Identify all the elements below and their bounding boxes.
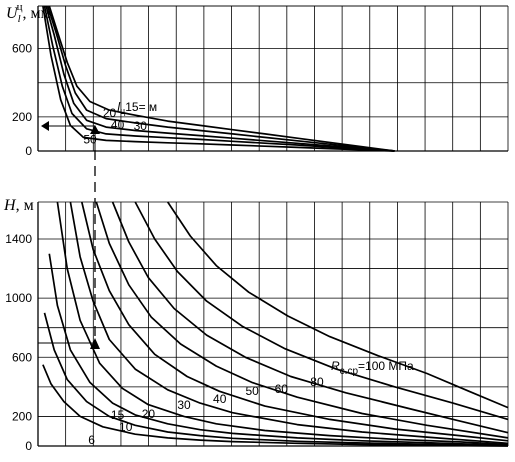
- y-tick-label: 200: [12, 110, 32, 124]
- series-line-100: [166, 201, 509, 409]
- y-axis-title-main: U: [6, 5, 19, 22]
- series-label-sub: ц: [120, 106, 125, 116]
- y-tick-label: 600: [12, 42, 32, 56]
- y-tick-label: 0: [25, 144, 32, 158]
- series-label-100: Rс.ср=100 МПа: [331, 359, 414, 377]
- series-line-80: [134, 201, 509, 421]
- series-line-60: [111, 201, 509, 434]
- series-line-20: [46, 5, 395, 152]
- series-label-main: l: [117, 100, 120, 114]
- y-axis-title: H, м: [3, 197, 34, 214]
- series-line-50: [42, 5, 395, 152]
- series-label-sub: с.ср: [340, 366, 359, 377]
- arrow-head: [41, 121, 49, 131]
- y-tick-label: 0: [25, 439, 32, 453]
- series-label-20: 20: [142, 407, 156, 421]
- series-line-15: [48, 253, 509, 447]
- series-label-40: 40: [213, 392, 227, 406]
- y-tick-label: 200: [12, 409, 32, 423]
- arrow-head: [90, 338, 100, 349]
- series-label-main: R: [331, 359, 340, 373]
- y-axis-title-main: H: [3, 197, 17, 214]
- y-tick-label: 1000: [5, 291, 32, 305]
- annotations: [38, 121, 100, 349]
- series-label-30: 30: [177, 398, 191, 412]
- series-label-60: 60: [275, 382, 289, 396]
- y-axis-title-unit: , м: [16, 197, 34, 214]
- y-tick-label: 600: [12, 350, 32, 364]
- y-axis-title-sup: ц: [17, 1, 23, 13]
- y-axis-title: Ulц, мм: [6, 1, 51, 25]
- y-axis-title-unit: , мм: [23, 5, 51, 22]
- series-label-20: 20: [103, 106, 117, 120]
- series-label-15: 15: [111, 408, 125, 422]
- series-label-30: 30: [134, 119, 148, 133]
- series-label-rest: 15= м: [125, 100, 157, 114]
- series-line-40: [43, 5, 395, 152]
- series-line-40: [80, 201, 509, 442]
- series-line-10: [43, 312, 509, 447]
- series-label-50: 50: [245, 384, 259, 398]
- y-tick-label: 1400: [5, 232, 32, 246]
- series-label-40: 40: [111, 118, 125, 132]
- arrow-head: [90, 125, 100, 134]
- y-axis-title-sub: l: [18, 13, 21, 25]
- series-label-rest: =100 МПа: [358, 359, 414, 373]
- series-line-6: [42, 364, 509, 447]
- series-label-50: 50: [83, 132, 97, 146]
- series-label-15: lц15= м: [117, 100, 157, 116]
- series-line-20: [56, 201, 509, 446]
- series-label-6: 6: [88, 433, 95, 447]
- series-label-80: 80: [310, 375, 324, 389]
- series-line-50: [95, 201, 509, 439]
- series-line-15: [48, 5, 395, 152]
- series-label-10: 10: [119, 420, 133, 434]
- series-line-30: [45, 5, 395, 152]
- series-line-30: [69, 201, 509, 445]
